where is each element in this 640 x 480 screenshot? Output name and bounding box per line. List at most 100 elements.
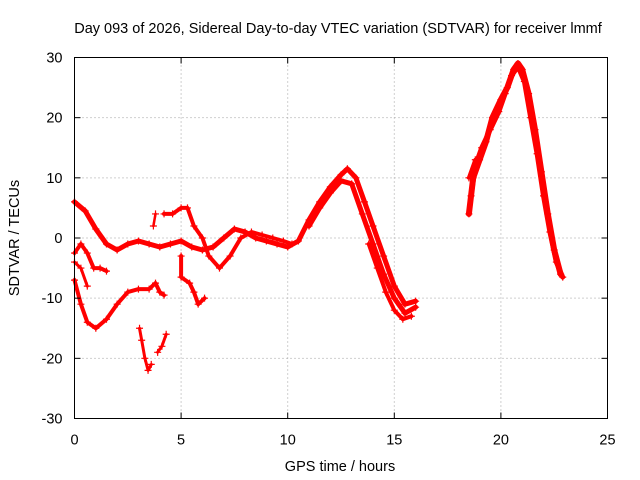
- data-point-marker: [77, 300, 85, 308]
- y-tick-label: -30: [42, 412, 63, 428]
- data-point-marker: [486, 126, 494, 134]
- data-point-marker: [166, 240, 174, 248]
- data-point-marker: [201, 294, 209, 302]
- data-point-marker: [136, 324, 144, 332]
- data-point-marker: [177, 273, 185, 281]
- data-point-marker: [262, 237, 270, 245]
- trace-14: [466, 157, 478, 180]
- data-point-marker: [183, 204, 191, 212]
- data-point-marker: [158, 342, 166, 350]
- data-point-marker: [465, 174, 473, 182]
- data-point-marker: [209, 243, 217, 251]
- data-point-marker: [279, 237, 287, 245]
- x-tick-label: 20: [493, 433, 509, 449]
- data-point-marker: [412, 297, 420, 305]
- data-point-marker: [156, 243, 164, 251]
- data-point-marker: [177, 252, 185, 260]
- data-point-marker: [401, 300, 409, 308]
- data-point-marker: [177, 204, 185, 212]
- data-point-marker: [247, 228, 255, 236]
- data-point-marker: [90, 264, 98, 272]
- data-point-marker: [134, 285, 142, 293]
- trace-7: [179, 254, 207, 307]
- data-point-marker: [471, 156, 479, 164]
- data-point-marker: [226, 252, 234, 260]
- data-point-marker: [230, 225, 238, 233]
- data-point-marker: [77, 264, 85, 272]
- data-point-marker: [284, 243, 292, 251]
- data-point-marker: [77, 240, 85, 248]
- data-point-marker: [382, 288, 390, 296]
- data-point-marker: [326, 189, 334, 197]
- data-point-marker: [83, 282, 91, 290]
- data-point-marker: [141, 354, 149, 362]
- data-point-marker: [252, 234, 260, 242]
- x-tick-label: 0: [70, 433, 78, 449]
- data-point-marker: [337, 171, 345, 179]
- data-point-marker: [546, 228, 554, 236]
- data-point-marker: [358, 210, 366, 218]
- x-tick-label: 10: [280, 433, 296, 449]
- data-point-marker: [273, 240, 281, 248]
- data-point-marker: [412, 303, 420, 311]
- data-point-marker: [258, 231, 266, 239]
- trace-13: [468, 64, 566, 280]
- data-point-marker: [92, 324, 100, 332]
- data-point-marker: [220, 234, 228, 242]
- data-point-marker: [96, 264, 104, 272]
- data-point-marker: [495, 108, 503, 116]
- data-point-marker: [162, 330, 170, 338]
- data-point-marker: [365, 240, 373, 248]
- data-point-marker: [102, 315, 110, 323]
- x-tick-label: 5: [177, 433, 185, 449]
- y-axis-label: SDTVAR / TECUs: [7, 180, 23, 296]
- data-point-marker: [508, 72, 516, 80]
- data-point-marker: [145, 240, 153, 248]
- data-point-marker: [316, 204, 324, 212]
- data-point-marker: [390, 282, 398, 290]
- data-point-marker: [373, 264, 381, 272]
- data-point-marker: [194, 300, 202, 308]
- data-point-marker: [113, 300, 121, 308]
- data-point-marker: [190, 288, 198, 296]
- y-tick-label: 10: [46, 171, 62, 187]
- data-point-marker: [186, 279, 194, 287]
- data-point-marker: [390, 294, 398, 302]
- data-point-marker: [205, 252, 213, 260]
- axis-ticks: 0 5 10 15 20 25 -30 -20 -10 0 10 20 30: [42, 51, 616, 449]
- y-tick-label: 0: [54, 231, 62, 247]
- data-point-marker: [540, 192, 548, 200]
- data-point-marker: [102, 267, 110, 275]
- data-point-marker: [215, 264, 223, 272]
- x-axis-label: GPS time / hours: [285, 459, 395, 475]
- data-point-marker: [399, 315, 407, 323]
- chart-title: Day 093 of 2026, Sidereal Day-to-day VTE…: [74, 21, 603, 37]
- data-point-marker: [154, 348, 162, 356]
- data-point-marker: [124, 288, 132, 296]
- data-point-marker: [533, 150, 541, 158]
- data-point-marker: [294, 237, 302, 245]
- data-point-marker: [147, 360, 155, 368]
- data-point-marker: [348, 180, 356, 188]
- data-point-marker: [360, 198, 368, 206]
- data-point-marker: [81, 207, 89, 215]
- grid-lines: [74, 57, 608, 419]
- data-point-marker: [527, 114, 535, 122]
- data-point-marker: [401, 309, 409, 317]
- data-point-marker: [343, 165, 351, 173]
- data-point-marker: [288, 240, 296, 248]
- data-traces: [71, 60, 567, 374]
- trace-1: [72, 166, 419, 307]
- data-point-marker: [156, 288, 164, 296]
- data-point-marker: [501, 90, 509, 98]
- data-point-marker: [190, 222, 198, 230]
- data-point-marker: [152, 210, 160, 218]
- trace-12: [465, 60, 564, 278]
- y-tick-label: -20: [42, 351, 63, 367]
- data-point-marker: [337, 177, 345, 185]
- data-point-marker: [177, 237, 185, 245]
- data-point-marker: [145, 285, 153, 293]
- data-point-marker: [520, 78, 528, 86]
- x-tick-label: 25: [599, 433, 615, 449]
